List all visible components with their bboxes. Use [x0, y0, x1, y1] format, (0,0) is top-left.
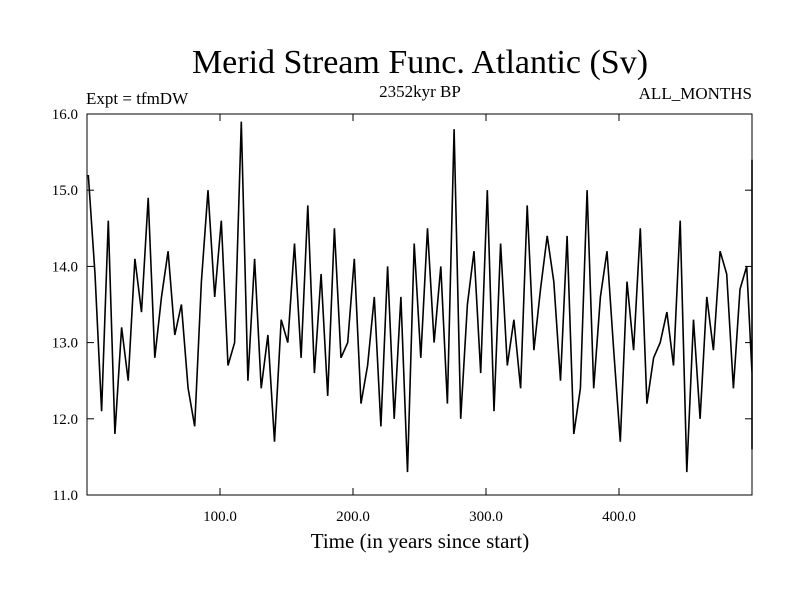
series-line-streamfunction [87, 121, 753, 473]
months-label: ALL_MONTHS [639, 84, 752, 103]
x-tick-label: 100.0 [203, 509, 237, 525]
x-axis: 100.0 200.0 300.0 400.0 [203, 114, 636, 525]
y-tick-label: 14.0 [52, 259, 78, 275]
period-label: 2352kyr BP [379, 82, 461, 101]
x-tick-label: 200.0 [336, 509, 370, 525]
y-tick-label: 12.0 [52, 412, 78, 428]
chart-title: Merid Stream Func. Atlantic (Sv) [192, 44, 648, 81]
plot-frame [86, 113, 753, 496]
y-tick-label: 13.0 [52, 336, 78, 352]
x-axis-title: Time (in years since start) [311, 529, 530, 553]
y-axis: 11.0 12.0 13.0 14.0 15.0 16.0 [52, 107, 752, 504]
y-tick-label: 11.0 [52, 488, 78, 504]
experiment-label: Expt = tfmDW [86, 89, 189, 108]
y-tick-label: 15.0 [52, 183, 78, 199]
y-tick-label: 16.0 [52, 107, 78, 123]
x-tick-label: 300.0 [469, 509, 503, 525]
x-tick-label: 400.0 [602, 509, 636, 525]
